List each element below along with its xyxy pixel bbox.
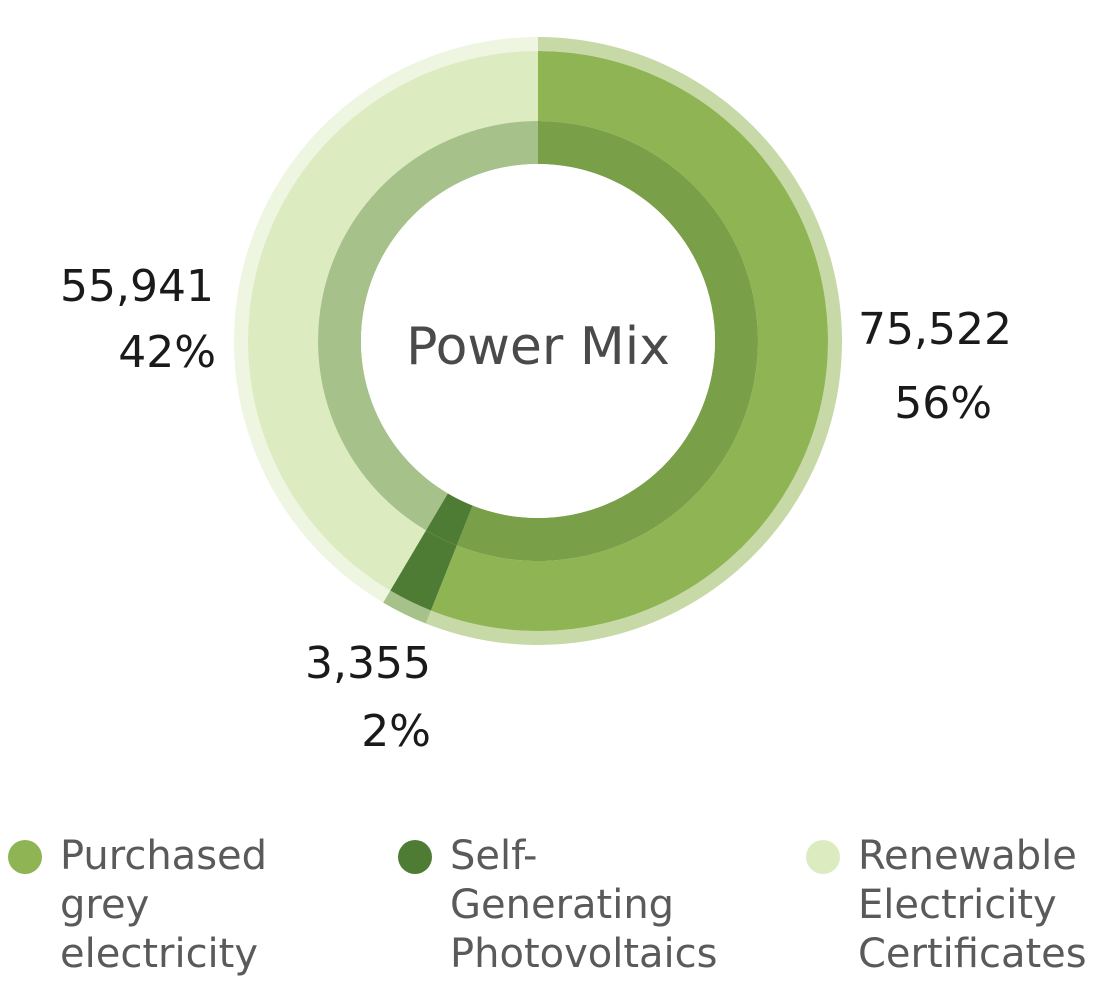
legend-label-line: Purchased grey xyxy=(60,833,268,928)
legend-label-line: Renewable xyxy=(858,833,1077,879)
slice-photovoltaics-main-ring xyxy=(390,530,457,611)
slice-purchased-main-ring xyxy=(430,51,829,631)
legend-label-renewable: Renewable Electricity Certificates xyxy=(858,832,1087,979)
legend-label-line: Electricity xyxy=(858,882,1057,928)
legend-label-purchased: Purchased grey electricity xyxy=(60,832,267,979)
legend-label-line: Photovoltaics xyxy=(450,931,718,977)
slice-label-percent-photovoltaics: 2% xyxy=(361,706,431,757)
legend-swatch-purchased xyxy=(8,840,42,874)
chart-legend: Purchased grey electricity Self-Generati… xyxy=(0,832,1104,982)
slice-renewable-inner-ring xyxy=(317,121,538,531)
slice-renewable-main-ring xyxy=(248,51,538,591)
legend-label-photovoltaics: Self-Generating Photovoltaics xyxy=(450,832,718,979)
slice-photovoltaics-outer-ring xyxy=(383,590,431,624)
legend-label-line: Self-Generating xyxy=(450,833,675,928)
legend-swatch-photovoltaics xyxy=(398,840,432,874)
slice-label-value-photovoltaics: 3,355 xyxy=(305,638,431,689)
slice-label-value-purchased: 75,522 xyxy=(858,304,1012,355)
legend-label-line: Certificates xyxy=(858,931,1087,977)
slice-label-percent-renewable: 42% xyxy=(118,327,216,378)
legend-label-line: electricity xyxy=(60,931,259,977)
slice-photovoltaics-inner-ring xyxy=(425,493,473,546)
slice-purchased-inner-ring xyxy=(456,121,759,561)
donut-rings xyxy=(233,37,843,645)
slice-label-percent-purchased: 56% xyxy=(894,378,992,429)
slice-label-value-renewable: 55,941 xyxy=(60,261,214,312)
chart-center-title: Power Mix xyxy=(406,317,670,377)
donut-hole xyxy=(361,164,715,518)
legend-swatch-renewable xyxy=(806,840,840,874)
